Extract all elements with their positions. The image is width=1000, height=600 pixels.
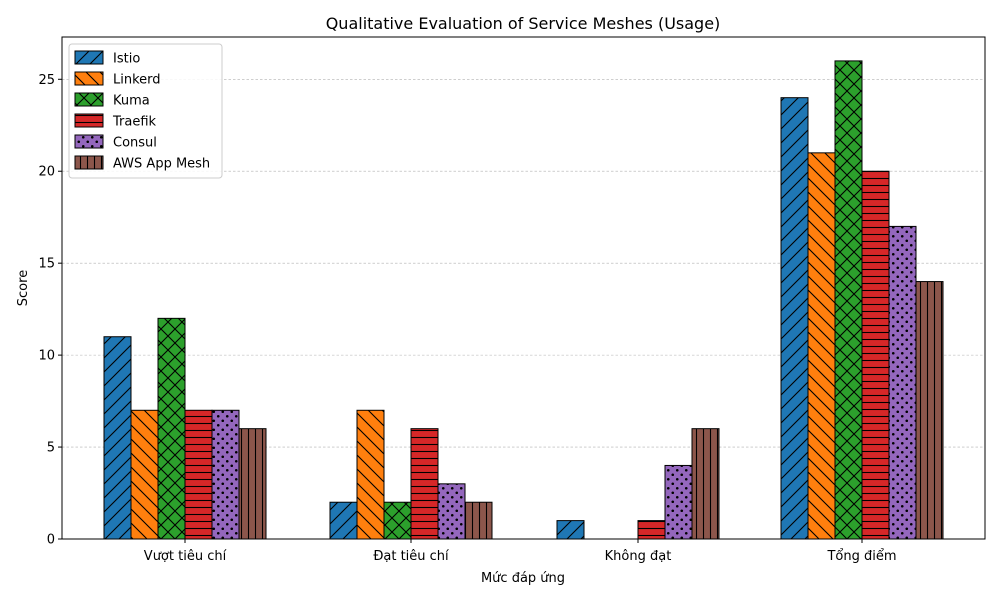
bar-consul-3	[888, 225, 917, 540]
y-tick-label: 5	[47, 441, 55, 456]
bar-linkerd-3	[807, 152, 836, 540]
legend-swatch-istio	[74, 50, 104, 65]
x-axis: Vượt tiêu chí Đạt tiêu chí Không đạt Tổng đ…	[144, 539, 897, 564]
y-tick-label: 20	[38, 165, 55, 180]
x-tick-label: Đạt tiêu chí	[373, 549, 449, 564]
chart-title: Qualitative Evaluation of Service Meshes…	[326, 14, 721, 33]
bars	[103, 60, 944, 540]
bar-istio-3	[780, 97, 809, 540]
legend: Istio Linkerd Kuma Traefik Consul AWS App Mes…	[68, 43, 223, 179]
legend-label-linkerd: Linkerd	[113, 73, 161, 88]
bar-traefik-1	[410, 428, 439, 540]
bar-aws-app-mesh-0	[238, 428, 267, 540]
plot-frame	[61, 36, 986, 540]
bar-kuma-0	[157, 317, 186, 540]
legend-label-aws-app-mesh: AWS App Mesh	[113, 157, 210, 172]
legend-label-kuma: Kuma	[113, 94, 150, 109]
y-axis: 0 5 10 15 20 25	[38, 73, 62, 548]
bar-istio-1	[329, 501, 358, 540]
bar-aws-app-mesh-1	[464, 501, 493, 540]
bar-linkerd-0	[130, 409, 159, 540]
x-tick-label: Vượt tiêu chí	[144, 549, 227, 564]
y-tick-label: 10	[38, 349, 55, 364]
bar-istio-2	[556, 520, 585, 540]
x-axis-label: Mức đáp ứng	[481, 571, 565, 586]
legend-swatch-linkerd	[74, 71, 104, 86]
x-tick-label: Không đạt	[605, 549, 672, 564]
legend-swatch-kuma	[74, 92, 104, 107]
legend-label-traefik: Traefik	[112, 115, 157, 130]
legend-swatch-consul	[74, 134, 104, 149]
y-tick-label: 15	[38, 257, 55, 272]
legend-swatch-aws-app-mesh	[74, 155, 104, 170]
y-tick-label: 25	[38, 73, 55, 88]
legend-label-consul: Consul	[113, 136, 157, 151]
bar-linkerd-1	[356, 409, 385, 540]
bar-traefik-3	[861, 170, 890, 540]
bar-consul-1	[437, 483, 466, 540]
bar-kuma-3	[834, 60, 863, 540]
bar-aws-app-mesh-3	[915, 281, 944, 540]
bar-aws-app-mesh-2	[691, 428, 720, 540]
bar-consul-0	[211, 409, 240, 540]
legend-label-istio: Istio	[113, 52, 140, 67]
bar-consul-2	[664, 464, 693, 540]
y-tick-label: 0	[47, 533, 55, 548]
bar-traefik-2	[637, 520, 666, 540]
bar-istio-0	[103, 336, 132, 540]
legend-box	[68, 43, 223, 179]
y-axis-label: Score	[16, 270, 31, 306]
legend-swatch-traefik	[74, 113, 104, 128]
x-tick-label: Tổng điểm	[826, 549, 896, 564]
bar-traefik-0	[184, 409, 213, 540]
bar-kuma-1	[383, 501, 412, 540]
